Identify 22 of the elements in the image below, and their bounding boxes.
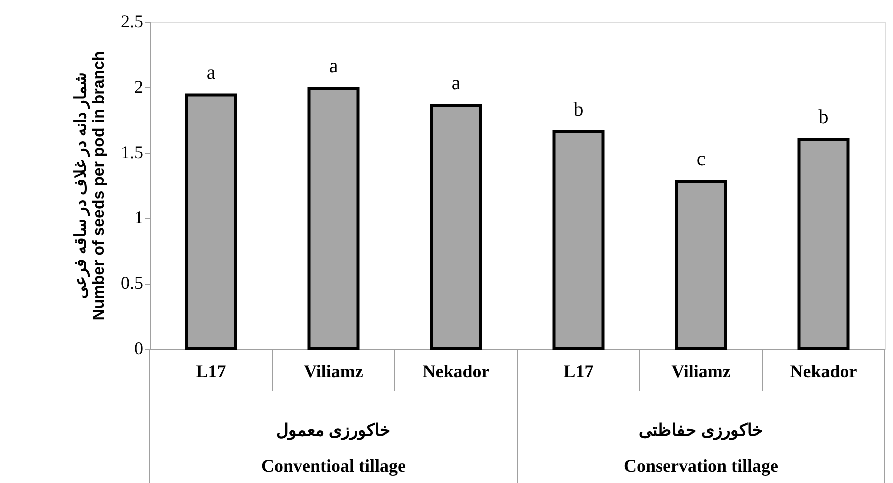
y-tick-label: 2 — [134, 76, 144, 97]
x-tick-label: Nekador — [422, 362, 490, 382]
annotation: a — [206, 62, 216, 84]
y-tick-label: 0.5 — [121, 273, 144, 294]
text: خاکورزی معمول — [276, 421, 392, 441]
y-tick-label: 0 — [134, 338, 144, 358]
text: خاکورزی حفاظتی — [638, 421, 764, 441]
annotation: c — [696, 148, 706, 171]
annotation: b — [818, 106, 829, 129]
annotation: a — [452, 72, 461, 95]
x-tick-label: Nekador — [790, 362, 858, 382]
x-tick-label: L17 — [196, 362, 226, 382]
y-tick-label: 1 — [134, 208, 144, 228]
y-tick-label: 1.5 — [121, 142, 144, 162]
x-tick-label: Viliamz — [672, 362, 731, 382]
text: Conservation tillage — [624, 456, 778, 476]
annotation: b — [574, 98, 584, 121]
annotation: a — [329, 56, 338, 78]
y-tick-label: 2.5 — [121, 12, 144, 32]
x-tick-label: L17 — [564, 362, 594, 382]
x-tick-label: Viliamz — [304, 362, 364, 382]
text: Conventioal tillage — [262, 456, 406, 476]
